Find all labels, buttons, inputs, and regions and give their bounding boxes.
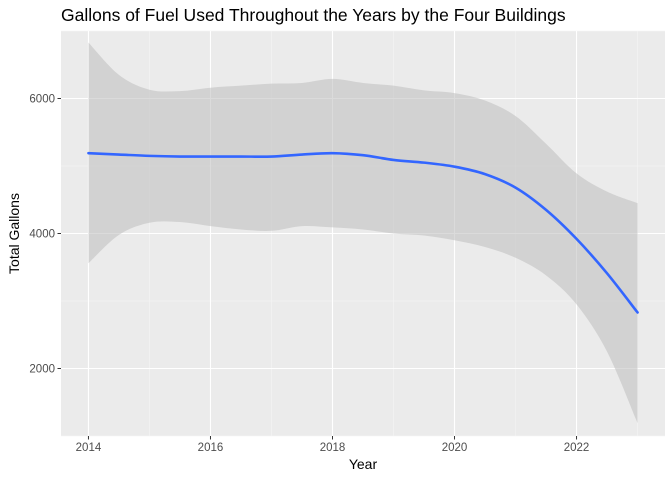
y-tick-label: 6000 bbox=[29, 94, 55, 106]
y-axis: 2000 4000 6000 bbox=[29, 94, 61, 376]
smoothed-trend-line bbox=[87, 151, 639, 314]
x-tick-label: 2020 bbox=[442, 442, 468, 454]
x-tick-label: 2022 bbox=[564, 442, 590, 454]
y-axis-title: Total Gallons bbox=[6, 193, 22, 274]
x-axis: 2014 2016 2018 2020 2022 bbox=[76, 436, 590, 454]
x-tick-label: 2014 bbox=[76, 442, 102, 454]
x-tick-label: 2016 bbox=[198, 442, 224, 454]
chart-title: Gallons of Fuel Used Throughout the Year… bbox=[61, 5, 566, 25]
confidence-band bbox=[88, 42, 638, 424]
x-tick-label: 2018 bbox=[320, 442, 346, 454]
y-tick-label: 4000 bbox=[29, 229, 55, 241]
x-axis-title: Year bbox=[349, 456, 378, 472]
y-tick-label: 2000 bbox=[29, 364, 55, 376]
